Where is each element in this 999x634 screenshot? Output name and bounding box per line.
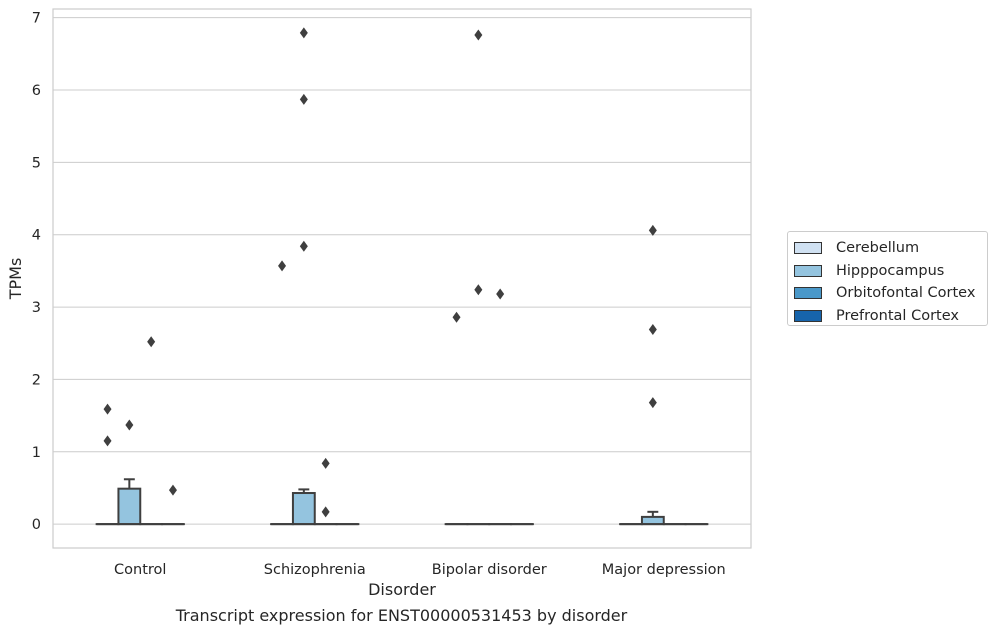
- legend-label-prefrontal-cortex: Prefrontal Cortex: [836, 307, 959, 324]
- legend-item-orbitofrontal-cortex: Orbitofontal Cortex: [794, 282, 987, 305]
- outlier-point: [474, 29, 483, 41]
- outlier-point: [278, 260, 287, 272]
- y-tick-label: 7: [32, 11, 41, 27]
- legend-item-hippocampus: Hipppocampus: [794, 260, 987, 283]
- legend-item-cerebellum: Cerebellum: [794, 237, 987, 260]
- box: [640, 515, 665, 526]
- y-tick-label: 1: [32, 445, 41, 461]
- outlier-point: [299, 93, 308, 105]
- x-tick-label: Major depression: [602, 562, 726, 578]
- x-tick-label: Schizophrenia: [264, 562, 366, 578]
- box: [291, 492, 316, 526]
- y-axis-label: TPMs: [6, 258, 25, 301]
- legend-label-cerebellum: Cerebellum: [836, 240, 920, 257]
- outlier-point: [299, 240, 308, 252]
- legend-swatch-cerebellum: [794, 242, 822, 255]
- outlier-point: [299, 27, 308, 39]
- outlier-point: [321, 506, 330, 518]
- outlier-point: [648, 324, 657, 336]
- legend-swatch-hippocampus: [794, 264, 822, 277]
- y-tick-label: 3: [32, 300, 41, 316]
- outlier-point: [648, 397, 657, 409]
- outlier-point: [168, 484, 177, 496]
- y-tick-label: 0: [32, 517, 41, 533]
- y-tick-label: 6: [32, 83, 41, 99]
- legend-swatch-orbitofrontal-cortex: [794, 287, 822, 300]
- outlier-point: [648, 224, 657, 236]
- plot-area: [52, 8, 752, 549]
- outlier-point: [474, 284, 483, 296]
- legend-label-orbitofrontal-cortex: Orbitofontal Cortex: [836, 285, 976, 302]
- outlier-point: [496, 288, 505, 300]
- outlier-point: [103, 435, 112, 447]
- legend-swatch-prefrontal-cortex: [794, 309, 822, 322]
- x-tick-label: Bipolar disorder: [432, 562, 547, 578]
- legend-label-hippocampus: Hipppocampus: [836, 262, 945, 279]
- y-tick-label: 5: [32, 155, 41, 171]
- x-axis-label: Disorder: [368, 580, 436, 599]
- outlier-point: [452, 311, 461, 323]
- chart-legend: Cerebellum Hipppocampus Orbitofontal Cor…: [787, 231, 988, 326]
- chart-caption: Transcript expression for ENST0000053145…: [175, 606, 628, 625]
- outlier-point: [103, 403, 112, 415]
- outlier-point: [321, 457, 330, 469]
- outlier-point: [147, 336, 156, 348]
- legend-item-prefrontal-cortex: Prefrontal Cortex: [794, 305, 987, 328]
- outlier-point: [125, 419, 134, 431]
- box: [117, 487, 142, 526]
- y-tick-label: 2: [32, 372, 41, 388]
- x-tick-label: Control: [114, 562, 166, 578]
- y-tick-label: 4: [32, 228, 41, 244]
